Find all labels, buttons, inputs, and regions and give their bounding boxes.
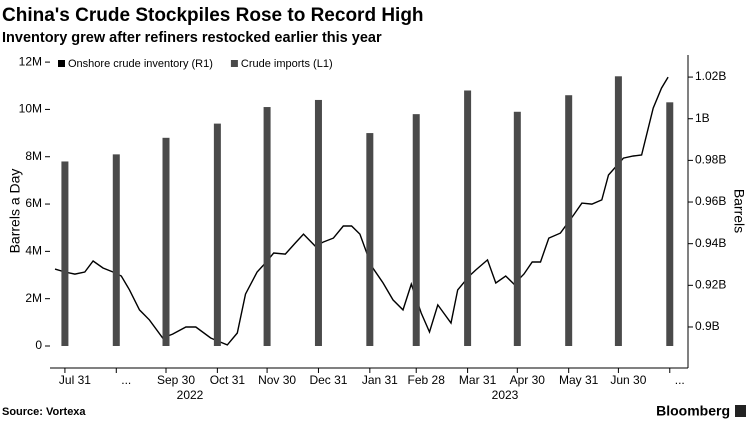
bar xyxy=(366,133,374,346)
year-label: 2022 xyxy=(177,388,204,402)
y2-tick-label: 0.98B xyxy=(695,153,726,167)
y2-tick-label: 1B xyxy=(695,111,710,125)
bar xyxy=(162,137,170,346)
y-tick-label: 12M xyxy=(19,54,42,68)
y-tick-label: 6M xyxy=(25,196,42,210)
y-tick-label: 2M xyxy=(25,291,42,305)
x-tick-label: Jan 31 xyxy=(362,373,398,387)
bar xyxy=(314,99,322,346)
y-axis-title: Barrels a Day xyxy=(7,169,23,254)
x-tick-label: Nov 30 xyxy=(258,373,296,387)
x-tick-label: ... xyxy=(121,373,131,387)
source: Source: Vortexa xyxy=(2,406,86,418)
legend-label: Onshore crude inventory (R1) xyxy=(68,58,213,70)
y2-axis-title: Barrels xyxy=(731,189,747,233)
x-tick-label: Jun 30 xyxy=(610,373,646,387)
legend-swatch xyxy=(230,60,238,67)
chart-title: China's Crude Stockpiles Rose to Record … xyxy=(2,5,424,26)
y-tick-label: 10M xyxy=(19,102,42,116)
bar xyxy=(263,107,271,346)
x-tick-label: Feb 28 xyxy=(408,373,446,387)
brand-icon xyxy=(735,405,746,417)
brand: Bloomberg xyxy=(656,403,730,419)
line xyxy=(54,76,669,346)
chart-subtitle: Inventory grew after refiners restocked … xyxy=(2,30,382,46)
y2-tick-label: 0.96B xyxy=(695,194,726,208)
x-tick-label: May 31 xyxy=(559,373,599,387)
y2-tick-label: 0.9B xyxy=(695,319,720,333)
x-tick-label: Apr 30 xyxy=(510,373,546,387)
x-tick-label: Sep 30 xyxy=(157,373,195,387)
year-label: 2023 xyxy=(492,388,519,402)
bar xyxy=(412,114,420,346)
y2-tick-label: 1.02B xyxy=(695,69,726,83)
bar xyxy=(112,154,120,346)
y2-tick-label: 0.94B xyxy=(695,236,726,250)
legend-label: Crude imports (L1) xyxy=(241,58,333,70)
y-tick-label: 4M xyxy=(25,244,42,258)
x-tick-label: ... xyxy=(675,373,685,387)
x-tick-label: Dec 31 xyxy=(309,373,347,387)
x-tick-label: Jul 31 xyxy=(59,373,91,387)
y-tick-label: 8M xyxy=(25,149,42,163)
bar xyxy=(614,76,622,346)
bar xyxy=(213,123,221,346)
legend-swatch xyxy=(58,60,65,67)
bar xyxy=(565,95,573,346)
x-tick-label: Mar 31 xyxy=(459,373,497,387)
y2-tick-label: 0.92B xyxy=(695,277,726,291)
y-tick-label: 0 xyxy=(35,338,42,352)
bar xyxy=(666,102,674,346)
bar xyxy=(464,90,472,346)
bar xyxy=(61,161,69,346)
x-tick-label: Oct 31 xyxy=(210,373,246,387)
bar xyxy=(513,111,521,346)
